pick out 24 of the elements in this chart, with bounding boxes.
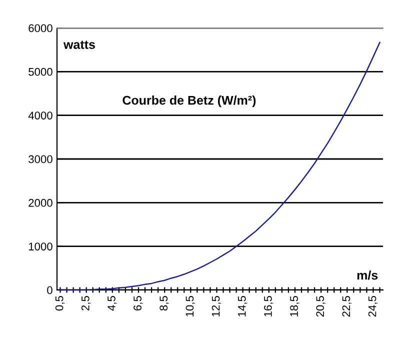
y-tick-label: 5000 (28, 68, 52, 76)
x-tick-label: 20,5 (316, 296, 326, 317)
x-tick-label: 16,5 (264, 296, 274, 316)
y-tick-label: 6000 (28, 24, 52, 32)
x-tick-label: 18,5 (290, 296, 300, 316)
x-axis-title: m/s (357, 270, 378, 280)
y-tick-label: 2000 (28, 198, 52, 207)
x-tick-label: 4,5 (108, 296, 117, 311)
y-axis-title: watts (63, 40, 95, 49)
text: Courbe de Betz (W/m²) (122, 96, 256, 108)
y-tick-label: 3000 (28, 155, 52, 164)
y-tick-label: 0 (47, 286, 52, 294)
x-tick-label: 8,5 (160, 296, 169, 311)
x-tick-label: 14,5 (238, 296, 248, 316)
y-tick-label: 4000 (28, 112, 52, 120)
line-series (60, 42, 380, 291)
x-tick-label: 6,5 (134, 296, 143, 310)
x-tick-label: 12,5 (212, 296, 222, 316)
x-tick-label: 0,5 (55, 296, 65, 311)
x-tick-label: 22,5 (342, 296, 352, 317)
x-tick-label: 10,5 (186, 296, 195, 316)
x-tick-label: 2,5 (81, 296, 91, 310)
x-tick-label: 24,5 (368, 296, 378, 317)
y-tick-label: 1000 (28, 242, 52, 250)
